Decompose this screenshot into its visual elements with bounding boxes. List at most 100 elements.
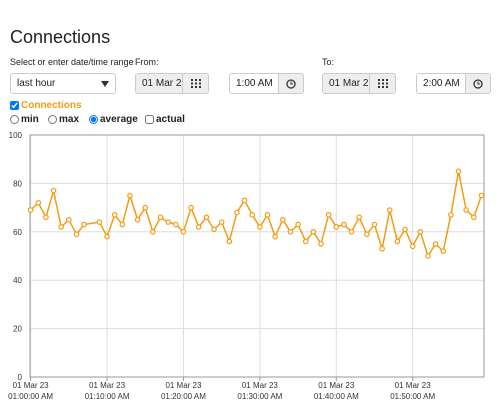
to-date[interactable]: 01 Mar 2 — [322, 73, 370, 94]
data-point — [364, 231, 370, 238]
calendar-button[interactable] — [182, 73, 209, 94]
mode-radio[interactable] — [48, 115, 57, 124]
data-point — [302, 238, 309, 245]
range-label: Select or enter date/time range — [10, 57, 134, 67]
data-point — [249, 212, 256, 218]
data-point — [310, 229, 317, 235]
data-point — [119, 221, 126, 228]
calendar-icon — [190, 79, 201, 88]
x-tick-label: 01 Mar 23 — [89, 381, 126, 390]
data-point — [471, 214, 477, 221]
data-point — [104, 233, 110, 240]
x-tick-label: 01:50:00 AM — [390, 392, 435, 401]
range-select[interactable]: last hour — [10, 73, 116, 94]
data-point — [142, 204, 149, 211]
data-point — [348, 229, 355, 235]
clock-button[interactable] — [465, 73, 491, 94]
data-point — [111, 212, 118, 218]
from-time[interactable]: 1:00 AM — [229, 73, 279, 94]
clock-icon — [473, 79, 483, 89]
data-point — [58, 224, 65, 230]
data-point — [134, 216, 141, 223]
series-checkbox[interactable] — [10, 101, 19, 110]
y-tick-label: 0 — [18, 373, 23, 382]
data-point — [43, 214, 49, 221]
data-point — [264, 212, 271, 218]
mode-radio[interactable] — [89, 115, 98, 124]
from-label: From: — [135, 57, 159, 67]
y-tick-label: 20 — [13, 325, 22, 334]
series-name: Connections — [21, 100, 82, 111]
x-tick-label: 01 Mar 23 — [395, 381, 432, 390]
x-tick-label: 01:10:00 AM — [85, 392, 130, 401]
series-toggle: Connections — [10, 100, 82, 111]
mode-option: min — [10, 114, 39, 125]
data-point — [218, 219, 225, 225]
y-tick-label: 80 — [13, 179, 22, 188]
data-point — [463, 207, 469, 213]
data-point — [157, 214, 164, 221]
calendar-button[interactable] — [369, 73, 396, 94]
clock-button[interactable] — [278, 73, 304, 94]
data-point — [66, 216, 72, 223]
data-point — [379, 245, 385, 252]
data-point — [341, 221, 347, 228]
x-tick-label: 01 Mar 23 — [242, 381, 279, 390]
data-point — [448, 212, 454, 218]
data-point — [165, 219, 171, 225]
data-point — [371, 221, 378, 228]
data-point — [333, 224, 340, 230]
data-point — [440, 248, 447, 254]
data-point — [226, 238, 233, 245]
clock-icon — [286, 79, 296, 89]
data-point — [195, 224, 202, 230]
from-date[interactable]: 01 Mar 2 — [135, 73, 183, 94]
data-point — [81, 221, 87, 228]
data-point — [425, 253, 431, 259]
y-tick-label: 100 — [9, 131, 23, 140]
data-point — [50, 187, 57, 194]
data-point — [127, 192, 133, 199]
data-point — [241, 197, 248, 204]
data-point — [409, 243, 416, 250]
data-point — [356, 214, 362, 221]
x-tick-label: 01:00:00 AM — [8, 392, 53, 401]
data-point — [394, 238, 401, 245]
data-point — [295, 221, 301, 228]
data-point — [257, 224, 263, 230]
mode-label: actual — [156, 114, 185, 125]
x-tick-label: 01 Mar 23 — [13, 381, 50, 390]
data-point — [417, 229, 424, 235]
data-point — [234, 209, 240, 216]
data-point — [35, 199, 42, 206]
data-point — [318, 241, 324, 247]
plot-frame — [29, 134, 485, 378]
dropdown-arrow — [101, 81, 109, 87]
chart: 0 20 40 60 80 100 01 Mar 23 01:00:00 AM 01 Mar 2… — [8, 131, 485, 401]
data-point — [325, 212, 332, 218]
data-point — [203, 214, 210, 221]
data-point — [188, 204, 194, 211]
data-point — [180, 229, 187, 235]
mode-label: min — [21, 114, 39, 125]
mode-checkbox[interactable] — [145, 115, 154, 124]
x-tick-label: 01:30:00 AM — [237, 392, 282, 401]
data-point — [478, 192, 485, 199]
mode-label: average — [100, 114, 138, 125]
data-point — [73, 231, 80, 238]
data-point — [279, 216, 286, 223]
data-point — [402, 226, 408, 233]
data-point — [287, 229, 294, 235]
series-line — [30, 171, 483, 258]
data-point — [272, 233, 278, 240]
y-tick-label: 40 — [13, 276, 22, 285]
data-point — [96, 219, 103, 225]
to-time[interactable]: 2:00 AM — [416, 73, 466, 94]
x-tick-label: 01:20:00 AM — [161, 392, 206, 401]
mode-label: max — [59, 114, 80, 125]
data-point — [455, 168, 462, 175]
to-label: To: — [322, 57, 335, 67]
data-point — [150, 229, 156, 235]
mode-radio[interactable] — [10, 115, 19, 124]
